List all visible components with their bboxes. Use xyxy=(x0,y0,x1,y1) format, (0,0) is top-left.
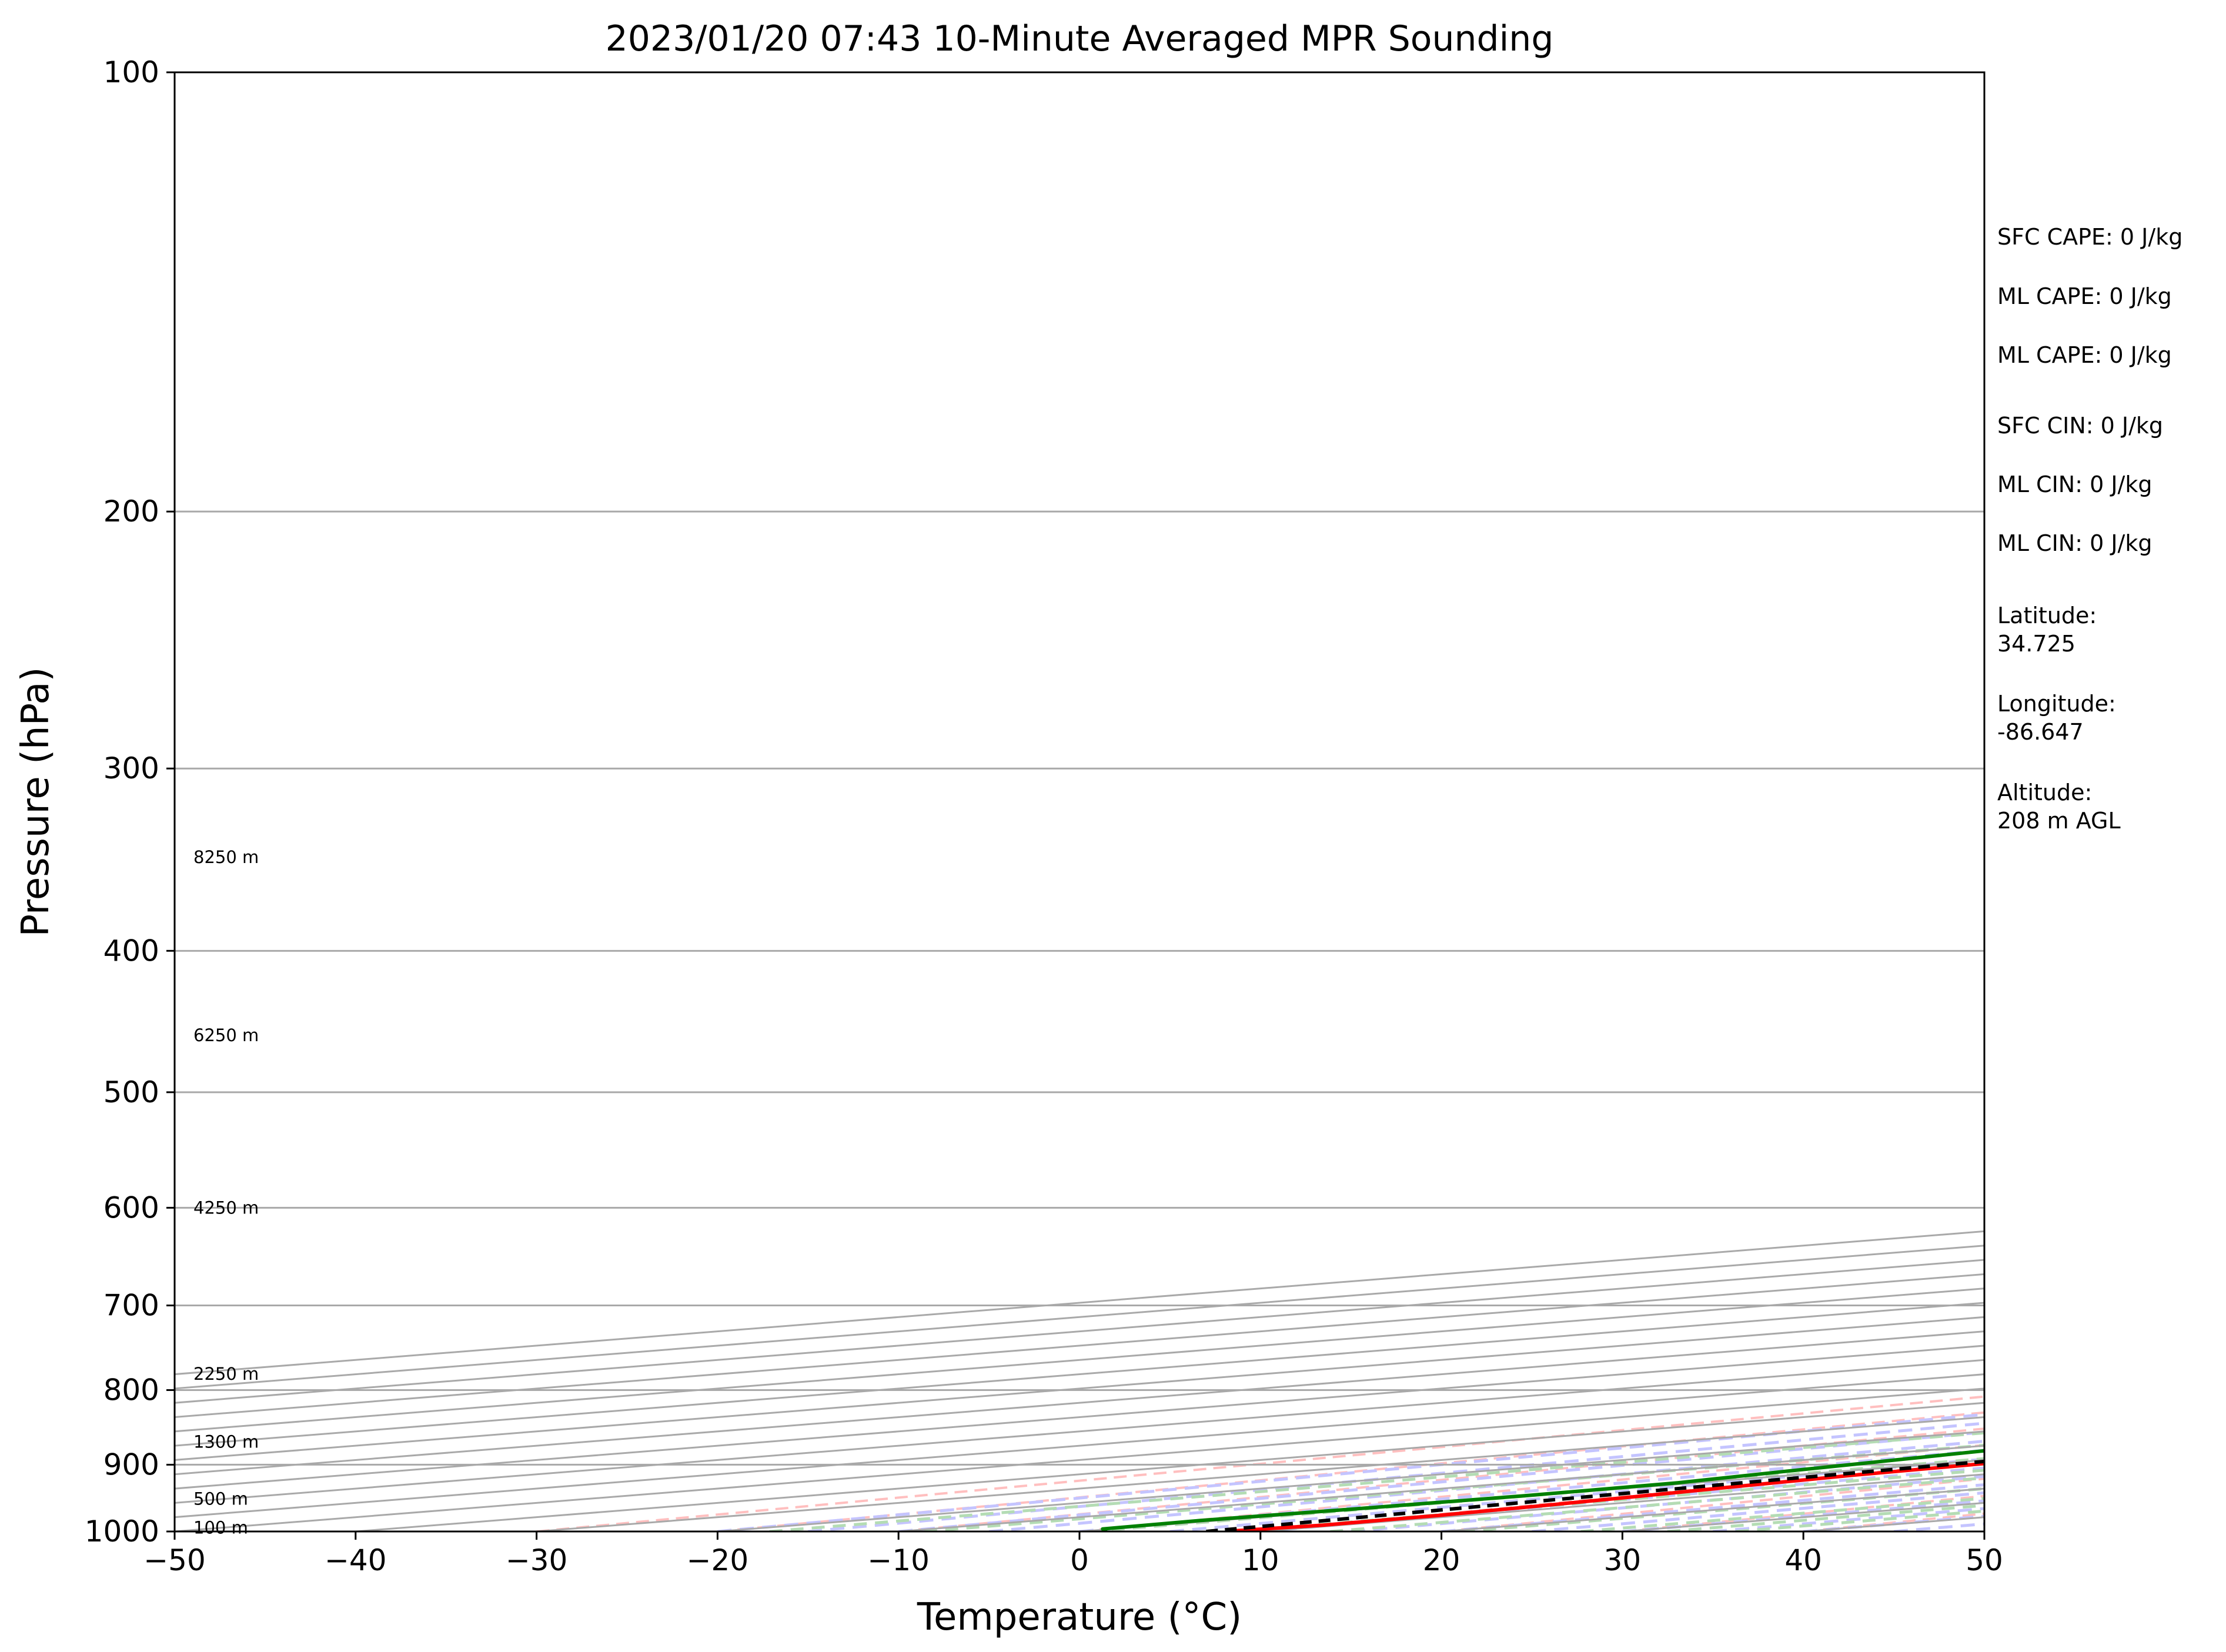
mixing-ratio-line xyxy=(1330,1476,1984,1531)
longitude-value: -86.647 xyxy=(1997,719,2084,745)
x-tick-label: −30 xyxy=(506,1543,568,1577)
height-labels: 100 m 500 m 1300 m 2250 m 4250 m 6250 m 8250 m xyxy=(193,847,259,1538)
isotherm xyxy=(175,1245,1984,1390)
x-axis-label: Temperature (°C) xyxy=(917,1596,1242,1639)
x-tick-label: 10 xyxy=(1242,1543,1279,1577)
height-label: 100 m xyxy=(193,1518,248,1538)
longitude-label: Longitude: xyxy=(1997,691,2116,717)
y-axis-ticks: 100 200 300 400 500 600 700 800 900 1000 xyxy=(85,55,175,1549)
isotherm xyxy=(175,1273,1984,1419)
x-tick-label: −20 xyxy=(687,1543,749,1577)
x-tick-label: −50 xyxy=(143,1543,206,1577)
sounding-series-2 xyxy=(1206,1459,1984,1531)
altitude-value: 208 m AGL xyxy=(1997,808,2121,834)
x-tick-label: 30 xyxy=(1604,1543,1642,1577)
x-axis-ticks: −50 −40 −30 −20 −10 0 10 20 30 40 50 xyxy=(143,1531,2003,1577)
height-label: 2250 m xyxy=(193,1364,259,1384)
y-tick-label: 300 xyxy=(103,751,159,785)
x-tick-label: 20 xyxy=(1423,1543,1460,1577)
x-tick-label: −40 xyxy=(325,1543,387,1577)
chart-title: 2023/01/20 07:43 10-Minute Averaged MPR … xyxy=(606,18,1554,59)
series-layer xyxy=(1101,1449,1984,1531)
dry-adiabat xyxy=(717,1411,1984,1531)
ml-cape-text-2: ML CAPE: 0 J/kg xyxy=(1997,342,2172,368)
x-tick-label: 40 xyxy=(1784,1543,1822,1577)
y-tick-label: 200 xyxy=(103,494,159,529)
y-tick-label: 500 xyxy=(103,1075,159,1109)
y-axis-label: Pressure (hPa) xyxy=(14,667,58,937)
isotherm xyxy=(175,1259,1984,1404)
latitude-label: Latitude: xyxy=(1997,603,2097,628)
y-tick-label: 100 xyxy=(103,55,159,89)
moist-adiabat xyxy=(808,1422,1984,1531)
y-tick-label: 600 xyxy=(103,1190,159,1225)
height-label: 4250 m xyxy=(193,1198,259,1218)
x-tick-label: 0 xyxy=(1070,1543,1089,1577)
altitude-label: Altitude: xyxy=(1997,780,2092,805)
height-label: 1300 m xyxy=(193,1432,259,1452)
sounding-indices: SFC CAPE: 0 J/kg ML CAPE: 0 J/kg ML CAPE… xyxy=(1997,224,2182,834)
ml-cape-text: ML CAPE: 0 J/kg xyxy=(1997,283,2172,309)
ml-cin-text: ML CIN: 0 J/kg xyxy=(1997,471,2152,497)
x-tick-label: 50 xyxy=(1966,1543,2003,1577)
mixing-ratio-line xyxy=(1234,1469,1984,1531)
y-tick-label: 700 xyxy=(103,1289,159,1323)
height-label: 6250 m xyxy=(193,1025,259,1045)
sfc-cin-text: SFC CIN: 0 J/kg xyxy=(1997,413,2163,439)
latitude-value: 34.725 xyxy=(1997,631,2075,657)
height-label: 8250 m xyxy=(193,847,259,867)
ml-cin-text-2: ML CIN: 0 J/kg xyxy=(1997,530,2152,556)
isotherm xyxy=(175,1230,1984,1376)
height-label: 500 m xyxy=(193,1489,248,1509)
y-tick-label: 400 xyxy=(103,934,159,968)
dry-adiabat xyxy=(536,1395,1984,1531)
sounding-series-0 xyxy=(1234,1462,1984,1531)
y-tick-label: 1000 xyxy=(85,1514,159,1549)
x-tick-label: −10 xyxy=(867,1543,930,1577)
y-tick-label: 800 xyxy=(103,1373,159,1407)
y-tick-label: 900 xyxy=(103,1447,159,1482)
sfc-cape-text: SFC CAPE: 0 J/kg xyxy=(1997,224,2182,250)
mixing-ratio-line xyxy=(769,1431,1984,1531)
